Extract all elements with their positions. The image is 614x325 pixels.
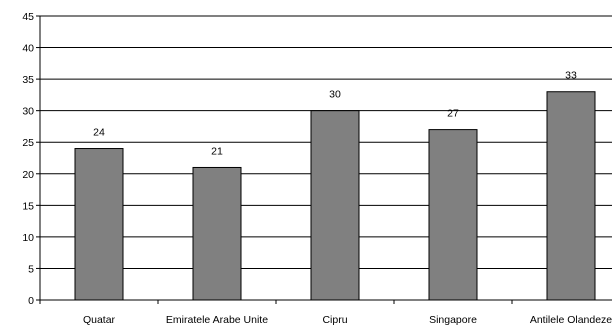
y-tick-label: 30 [22, 106, 34, 118]
bar-0 [74, 148, 124, 301]
category-label-1: Emiratele Arabe Unite [166, 314, 268, 325]
y-tick-label: 35 [22, 74, 34, 86]
category-label-2: Cipru [322, 314, 347, 325]
y-tick-label: 0 [28, 295, 34, 307]
bar-1 [192, 166, 242, 301]
bar-4 [546, 91, 596, 301]
category-label-0: Quatar [83, 314, 116, 325]
data-label-2: 30 [329, 89, 341, 101]
y-tick-label: 25 [22, 137, 34, 149]
bars [74, 91, 596, 301]
y-tick-label: 5 [28, 263, 34, 275]
data-label-4: 33 [565, 70, 577, 82]
data-label-0: 24 [93, 127, 105, 139]
category-label-4: Antilele Olandeze [530, 314, 612, 325]
y-tick-label: 45 [22, 11, 34, 23]
data-label-1: 21 [211, 145, 223, 157]
bar-2 [310, 110, 360, 301]
y-tick-label: 10 [22, 232, 34, 244]
data-label-3: 27 [447, 108, 459, 120]
y-tick-label: 20 [22, 169, 34, 181]
bar-3 [428, 129, 478, 301]
data-labels: 24 21 30 27 33 [93, 70, 577, 158]
y-axis-ticks: 0 5 10 15 20 25 30 35 40 45 [22, 11, 40, 307]
category-label-3: Singapore [429, 314, 477, 325]
y-tick-label: 40 [22, 43, 34, 55]
x-axis-ticks: Quatar Emiratele Arabe Unite Cipru Singapor… [39, 300, 612, 325]
y-tick-label: 15 [22, 200, 34, 212]
